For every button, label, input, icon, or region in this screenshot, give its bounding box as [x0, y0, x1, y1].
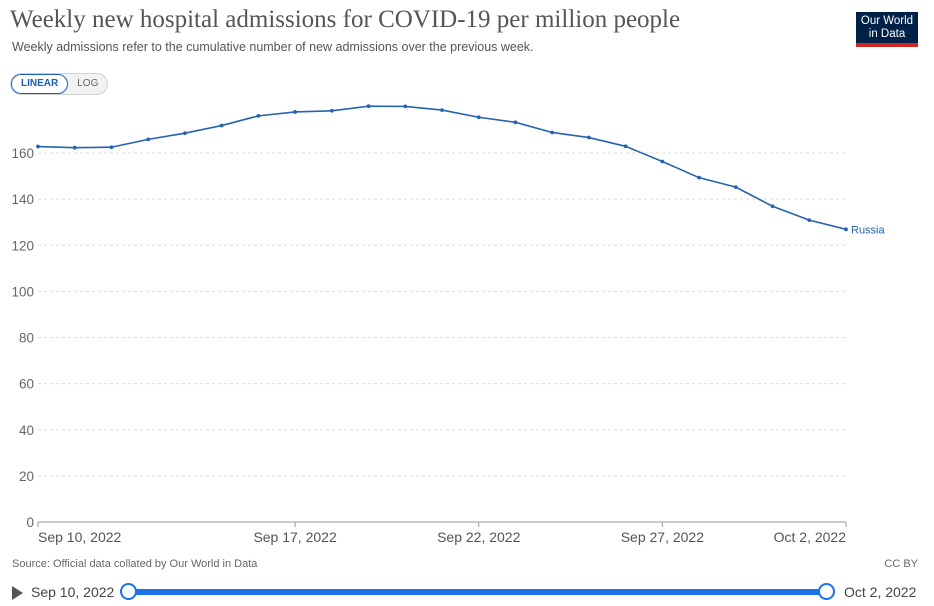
data-point — [807, 218, 812, 223]
x-tick-label: Sep 10, 2022 — [38, 529, 122, 545]
data-point — [476, 115, 481, 120]
series-label: Russia — [851, 224, 886, 236]
x-tick-label: Sep 22, 2022 — [437, 529, 521, 545]
data-point — [109, 145, 114, 150]
data-point — [623, 144, 628, 149]
y-tick-label: 20 — [19, 469, 34, 484]
x-tick-label: Oct 2, 2022 — [774, 529, 847, 545]
data-point — [440, 108, 444, 113]
data-point — [219, 123, 224, 128]
timeline: Sep 10, 2022 Oct 2, 2022 — [0, 580, 934, 606]
chart-title: Weekly new hospital admissions for COVID… — [10, 6, 681, 33]
owid-logo[interactable]: Our World in Data — [856, 12, 918, 47]
timeline-start-handle[interactable] — [120, 583, 137, 600]
data-point — [72, 145, 77, 150]
y-tick-label: 100 — [11, 284, 34, 299]
y-tick-label: 60 — [19, 377, 34, 392]
data-point — [293, 110, 297, 114]
data-point — [513, 120, 518, 125]
logo-line-2: in Data — [868, 28, 906, 40]
linear-button[interactable]: LINEAR — [11, 74, 69, 94]
y-tick-label: 40 — [19, 423, 34, 438]
data-point — [733, 185, 738, 190]
data-point — [329, 108, 334, 113]
data-point — [146, 137, 151, 142]
data-point — [697, 175, 701, 180]
data-point — [403, 104, 408, 109]
data-point — [660, 159, 665, 164]
play-icon[interactable] — [12, 586, 23, 600]
y-tick-label: 160 — [11, 146, 34, 161]
series-line — [37, 105, 847, 231]
y-tick-label: 80 — [19, 331, 34, 346]
y-tick-label: 0 — [26, 515, 34, 530]
timeline-end-handle[interactable] — [818, 583, 835, 600]
data-point — [844, 227, 848, 232]
timeline-end-label: Oct 2, 2022 — [844, 584, 917, 600]
data-point — [587, 135, 591, 140]
line-chart: 0 20 40 60 80 100 120 140 160 Sep 10, 2022 Sep 17… — [11, 104, 886, 545]
logo-line-1: Our World — [860, 15, 914, 27]
x-axis: Sep 10, 2022 Sep 17, 2022 Sep 22, 2022 Sep … — [37, 521, 847, 545]
data-point — [366, 104, 371, 109]
data-point — [256, 113, 261, 118]
y-tick-label: 120 — [11, 238, 34, 253]
y-tick-label: 140 — [11, 192, 34, 207]
logo-red-bar — [856, 43, 918, 47]
series-russia: Russia — [36, 104, 886, 236]
y-axis-ticks: 0 20 40 60 80 100 120 140 160 — [11, 146, 34, 530]
log-button[interactable]: LOG — [77, 78, 99, 89]
chart-subtitle: Weekly admissions refer to the cumulativ… — [12, 40, 534, 54]
scale-toggle: LINEAR LOG — [10, 73, 109, 95]
data-point — [36, 144, 40, 149]
source-note: Source: Official data collated by Our Wo… — [12, 558, 258, 570]
timeline-track[interactable] — [128, 589, 827, 595]
x-tick-label: Sep 17, 2022 — [253, 529, 337, 545]
data-point — [550, 130, 555, 135]
timeline-start-label: Sep 10, 2022 — [31, 584, 115, 600]
license-link[interactable]: CC BY — [884, 558, 918, 570]
x-tick-label: Sep 27, 2022 — [621, 529, 705, 545]
data-point — [183, 131, 187, 136]
gridlines — [38, 152, 846, 477]
data-point — [770, 204, 775, 209]
